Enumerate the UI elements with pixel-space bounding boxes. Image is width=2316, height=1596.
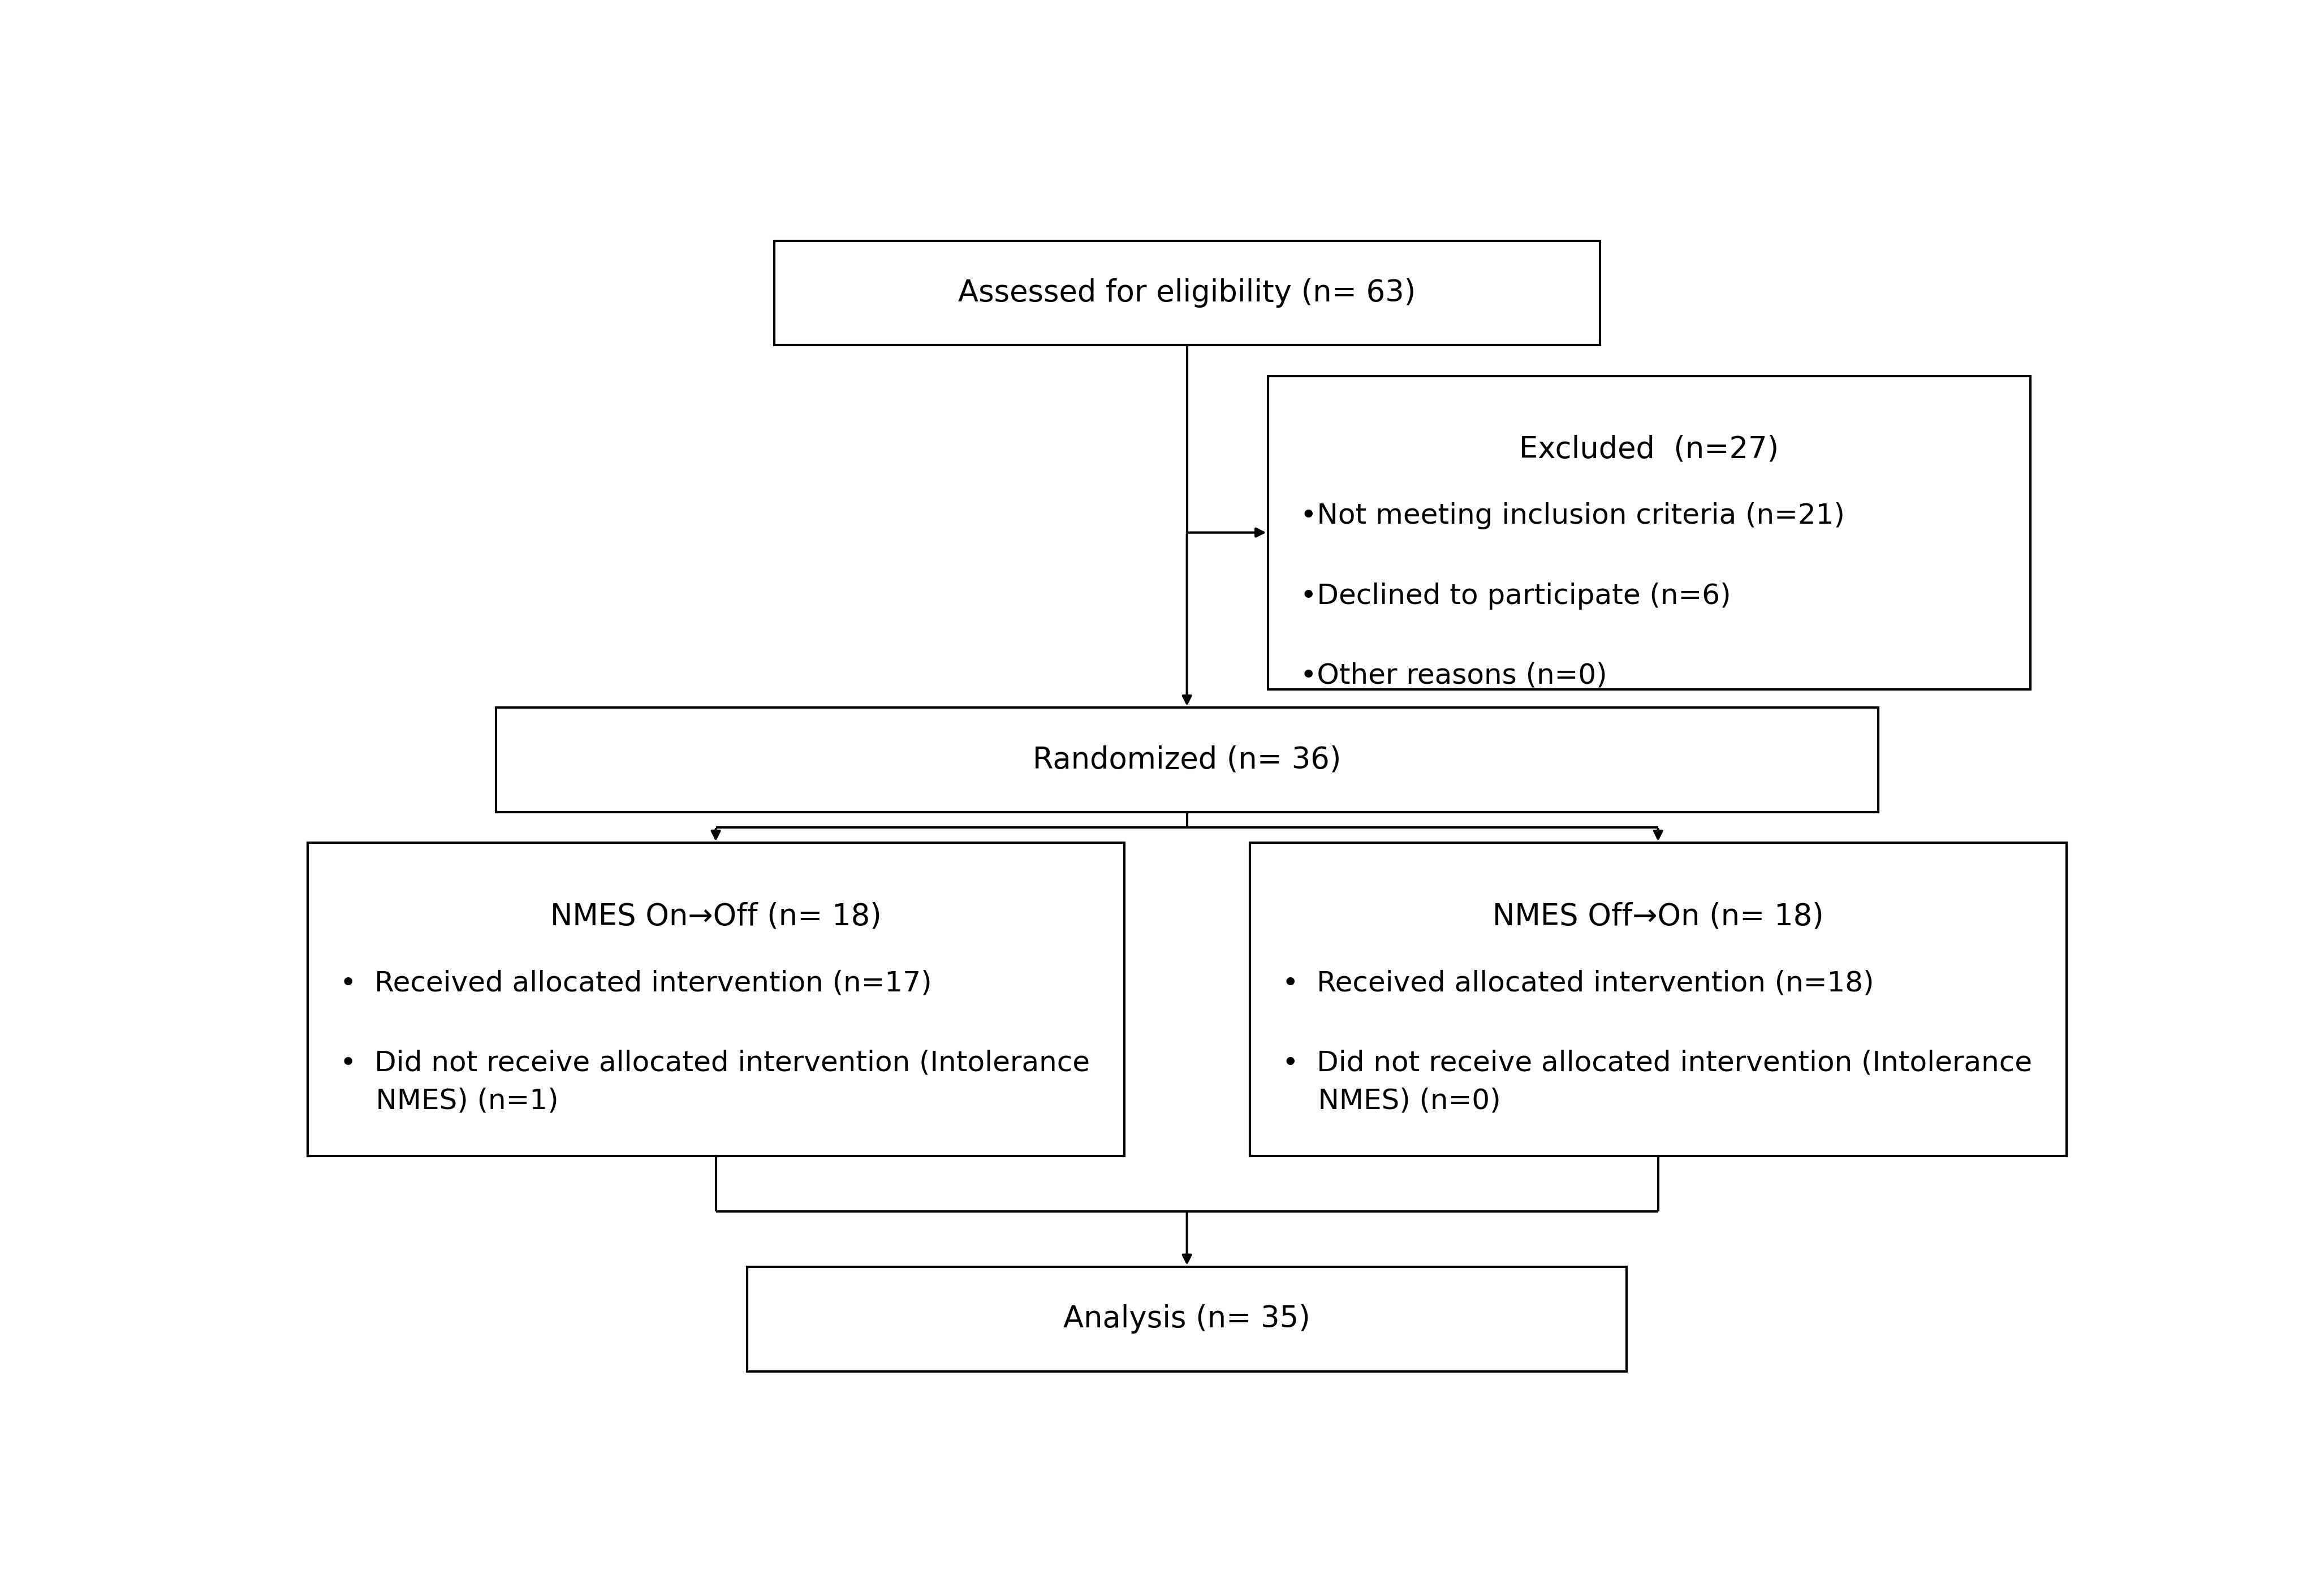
- Text: •Declined to participate (n=6): •Declined to participate (n=6): [1299, 583, 1730, 610]
- Text: •Other reasons (n=0): •Other reasons (n=0): [1299, 662, 1607, 689]
- Text: •  Received allocated intervention (n=18): • Received allocated intervention (n=18): [1283, 969, 1874, 996]
- FancyBboxPatch shape: [496, 707, 1878, 812]
- Text: Randomized (n= 36): Randomized (n= 36): [1033, 745, 1341, 774]
- FancyBboxPatch shape: [774, 241, 1600, 345]
- Text: •  Received allocated intervention (n=17): • Received allocated intervention (n=17): [340, 969, 931, 996]
- FancyBboxPatch shape: [748, 1267, 1626, 1371]
- Text: •  Did not receive allocated intervention (Intolerance
    NMES) (n=1): • Did not receive allocated intervention…: [340, 1049, 1091, 1114]
- FancyBboxPatch shape: [308, 843, 1123, 1156]
- Text: Excluded  (n=27): Excluded (n=27): [1519, 434, 1779, 464]
- Text: NMES Off→On (n= 18): NMES Off→On (n= 18): [1492, 902, 1823, 930]
- Text: Assessed for eligibility (n= 63): Assessed for eligibility (n= 63): [959, 278, 1415, 308]
- FancyBboxPatch shape: [1251, 843, 2066, 1156]
- Text: •  Did not receive allocated intervention (Intolerance
    NMES) (n=0): • Did not receive allocated intervention…: [1283, 1049, 2031, 1114]
- Text: Analysis (n= 35): Analysis (n= 35): [1063, 1304, 1311, 1334]
- FancyBboxPatch shape: [1267, 377, 2031, 689]
- Text: •Not meeting inclusion criteria (n=21): •Not meeting inclusion criteria (n=21): [1299, 503, 1844, 530]
- Text: NMES On→Off (n= 18): NMES On→Off (n= 18): [551, 902, 882, 930]
